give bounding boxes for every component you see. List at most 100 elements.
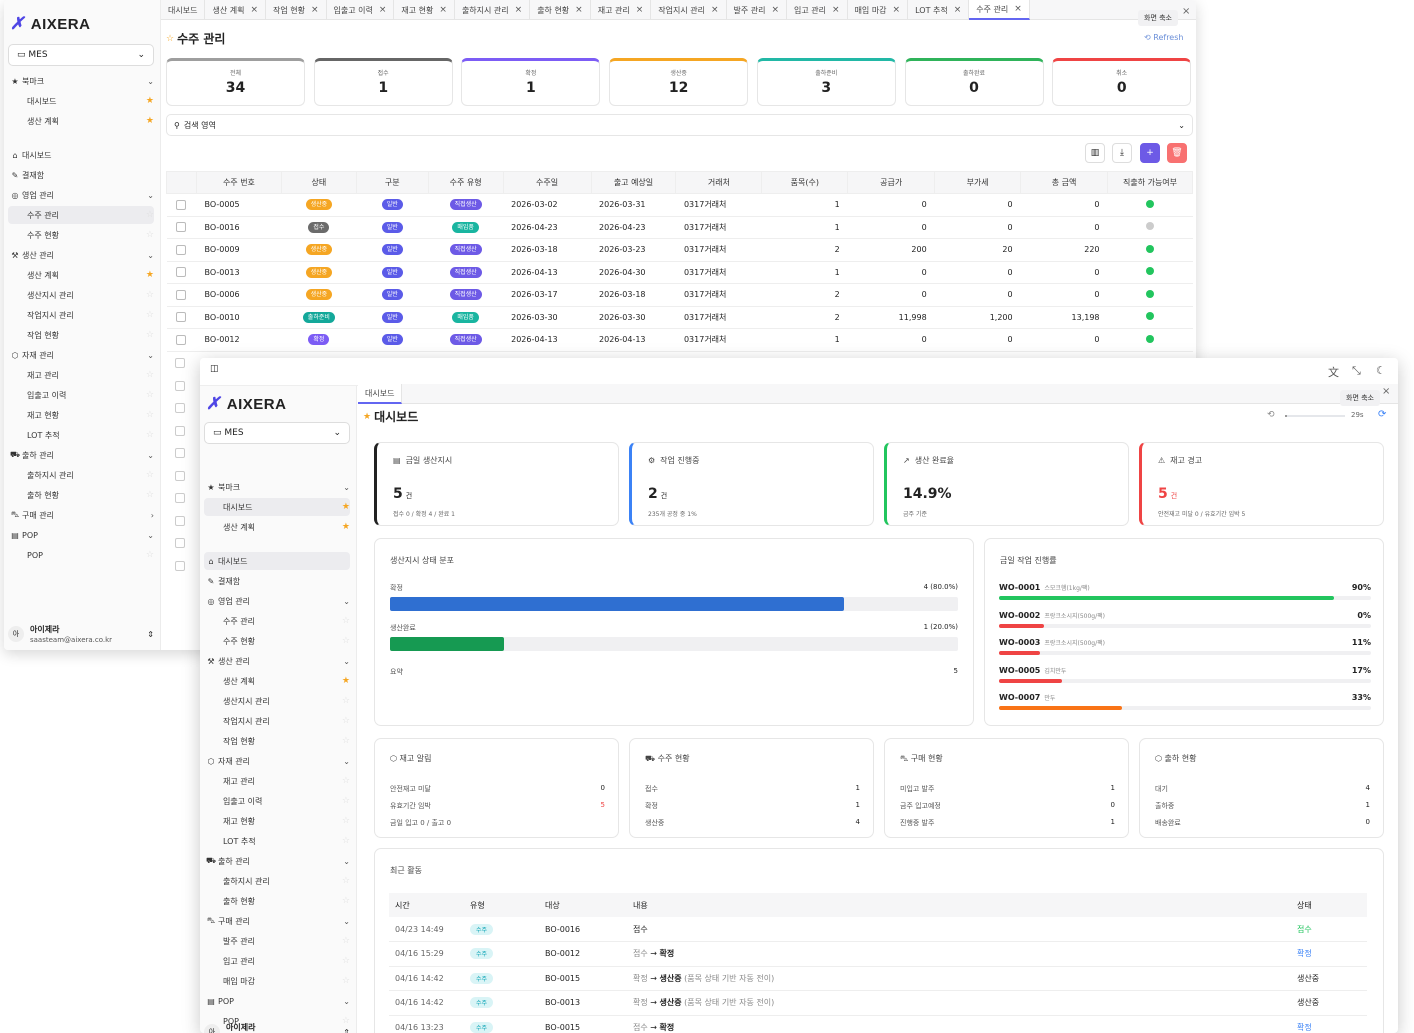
star-icon[interactable]: ★ (145, 116, 154, 126)
star-icon[interactable]: ☆ (341, 716, 350, 726)
module-select[interactable]: ▭ MES ⌄ (8, 44, 154, 66)
bookmark-item[interactable]: 대시보드 ★ (204, 498, 350, 516)
table-row[interactable]: 04/16 14:42 수주 BO-0015 확정 → 생산중 (품목 상태 기반 자… (389, 966, 1367, 991)
sidebar-item[interactable]: 작업지시 관리 ☆ (204, 712, 350, 730)
column-header[interactable]: 상태 (280, 171, 357, 194)
close-tab-icon[interactable]: × (1014, 4, 1022, 14)
work-order-row[interactable]: WO-0003 프랑크소시지(500g/팩) 11% (999, 638, 1371, 655)
delete-button[interactable]: 🗑 (1167, 143, 1187, 163)
table-row[interactable]: BO-0005 생산중 일반 직접생산 2026-03-02 2026-03-31 0317… (166, 193, 1193, 217)
sidebar-group-buy[interactable]: ⛍ 구매 관리 ⌄ (204, 912, 350, 930)
sidebar-item-approval[interactable]: ✎ 결재함 (8, 166, 154, 184)
sidebar-item[interactable]: 입출고 이력 ☆ (204, 792, 350, 810)
close-tab-icon[interactable]: × (635, 5, 644, 15)
star-icon[interactable]: ☆ (341, 896, 350, 906)
sidebar-item[interactable]: 발주 관리 ☆ (204, 932, 350, 950)
star-icon[interactable]: ☆ (166, 33, 175, 44)
sidebar-item[interactable]: 작업지시 관리 ☆ (8, 306, 154, 324)
stat-card[interactable]: 전체 34 (166, 58, 305, 106)
sidebar-item[interactable]: POP ☆ (204, 1012, 350, 1030)
tab-item[interactable]: 매입 마감 × (848, 0, 909, 20)
row-checkbox[interactable] (176, 244, 187, 255)
column-header[interactable]: 거래처 (675, 171, 763, 194)
star-icon[interactable]: ★ (341, 676, 350, 686)
close-tab-icon[interactable]: × (832, 5, 840, 15)
sidebar-bookmark[interactable]: ★ 북마크 ⌄ (8, 72, 154, 90)
star-icon[interactable]: ☆ (145, 230, 154, 240)
sidebar-group-mat[interactable]: ⬡ 자재 관리 ⌄ (204, 752, 351, 770)
close-tab-icon[interactable]: × (575, 5, 583, 15)
search-area-toggle[interactable]: ⚲ 검색 영역 ⌄ (166, 114, 1193, 136)
row-checkbox[interactable] (175, 403, 185, 413)
row-checkbox[interactable] (176, 199, 187, 210)
sidebar-item[interactable]: 수주 관리 ☆ (204, 612, 350, 630)
sidebar-item[interactable]: 재고 관리 ☆ (204, 772, 350, 790)
sidebar-item[interactable]: 재고 현황 ☆ (204, 812, 350, 830)
column-header[interactable]: 공급가 (847, 171, 936, 194)
tab-item[interactable]: 대시보드 (161, 0, 206, 20)
fullscreen-icon[interactable]: ⤡ (1352, 364, 1361, 377)
stat-card[interactable]: 출하완료 0 (904, 58, 1044, 106)
star-icon[interactable]: ☆ (145, 210, 154, 220)
table-row[interactable]: BO-0010 출하준비 일반 매입품 2026-03-30 2026-03-30 0317… (166, 306, 1193, 329)
star-icon[interactable]: ☆ (341, 776, 350, 786)
star-icon[interactable]: ☆ (145, 310, 154, 320)
star-icon[interactable]: ★ (145, 96, 154, 106)
column-settings-button[interactable]: ▥ (1085, 143, 1105, 163)
sidebar-item-dashboard[interactable]: ⌂ 대시보드 (8, 146, 154, 164)
close-tab-icon[interactable]: × (439, 5, 447, 15)
table-row[interactable]: 04/16 14:42 수주 BO-0013 확정 → 생산중 (품목 상태 기반 자… (389, 990, 1367, 1016)
summary-card[interactable]: ⬡ 출하 현황 대기 4 출하중 1 배송완료 0 (1139, 738, 1384, 838)
star-icon[interactable]: ★ (341, 522, 350, 532)
row-checkbox[interactable] (176, 334, 187, 345)
sidebar-item[interactable]: 출하 현황 ☆ (204, 892, 350, 910)
table-row[interactable]: BO-0009 생산중 일반 직접생산 2026-03-18 2026-03-23 0317… (166, 238, 1193, 262)
table-row[interactable]: 04/16 13:23 수주 BO-0015 접수 → 확정 확정 (389, 1015, 1367, 1033)
sidebar-group-prod[interactable]: ⚒ 생산 관리 ⌄ (8, 246, 154, 264)
work-order-row[interactable]: WO-0001 스모크햄(1kg/팩) 90% (999, 583, 1371, 600)
star-icon[interactable]: ☆ (341, 956, 350, 966)
column-header[interactable]: 구분 (355, 171, 429, 194)
star-icon[interactable]: ☆ (341, 696, 350, 706)
dark-mode-icon[interactable]: ☾ (1376, 364, 1386, 377)
sidebar-item[interactable]: 생산지시 관리 ☆ (8, 286, 154, 304)
column-header[interactable]: 총 금액 (1020, 171, 1109, 194)
sidebar-item[interactable]: 매입 마감 ☆ (204, 972, 350, 990)
close-tab-icon[interactable]: × (710, 5, 719, 15)
sidebar-item[interactable]: 생산지시 관리 ☆ (204, 692, 350, 710)
column-header[interactable]: 수주 번호 (195, 171, 282, 194)
stat-card[interactable]: 출하준비 3 (756, 58, 896, 106)
star-icon[interactable]: ☆ (145, 490, 154, 500)
star-icon[interactable]: ☆ (145, 390, 154, 400)
star-icon[interactable]: ☆ (145, 470, 154, 480)
sidebar-group-mat[interactable]: ⬡ 자재 관리 ⌄ (8, 346, 155, 364)
kpi-card[interactable]: ⚠ 재고 경고 5 건 안전재고 미달 0 / 유효기간 임박 5 (1139, 442, 1384, 526)
sidebar-item[interactable]: 수주 현황 ☆ (8, 226, 154, 244)
star-icon[interactable]: ☆ (341, 976, 350, 986)
close-tab-icon[interactable]: × (953, 5, 962, 15)
kpi-card[interactable]: ▤ 금일 생산지시 5 건 접수 0 / 확정 4 / 완료 1 (374, 442, 619, 526)
kpi-card[interactable]: ↗ 생산 완료율 14.9% 금주 기준 (884, 442, 1129, 526)
star-icon[interactable]: ☆ (145, 410, 154, 420)
work-order-row[interactable]: WO-0007 만두 33% (999, 693, 1371, 710)
refresh-button[interactable]: ⟲ Refresh (1144, 33, 1183, 42)
shrink-screen-button[interactable]: 화면 축소 (1340, 390, 1380, 406)
row-checkbox[interactable] (175, 538, 185, 548)
download-button[interactable]: ⤓ (1112, 143, 1132, 163)
close-tab-icon[interactable]: × (250, 5, 258, 15)
tab-item[interactable]: 출하지시 관리 × (455, 0, 531, 20)
column-header[interactable]: 직출하 가능여부 (1107, 171, 1193, 194)
sidebar-item[interactable]: 수주 관리 ☆ (8, 206, 154, 224)
sidebar-group-pop[interactable]: ▤ POP ⌄ (8, 526, 154, 544)
star-icon[interactable]: ☆ (341, 876, 350, 886)
sidebar-item[interactable]: 생산 계획 ★ (204, 672, 350, 690)
close-tab-icon[interactable]: × (771, 5, 780, 15)
close-tab-icon[interactable]: × (378, 5, 387, 15)
row-checkbox[interactable] (175, 471, 185, 481)
module-select[interactable]: ▭ MES ⌄ (204, 422, 350, 444)
sidebar-item-approval[interactable]: ✎ 결재함 (204, 572, 350, 590)
table-row[interactable]: 04/23 14:49 수주 BO-0016 접수 접수 (389, 917, 1367, 942)
sidebar-item[interactable]: LOT 추적 ☆ (204, 832, 350, 850)
